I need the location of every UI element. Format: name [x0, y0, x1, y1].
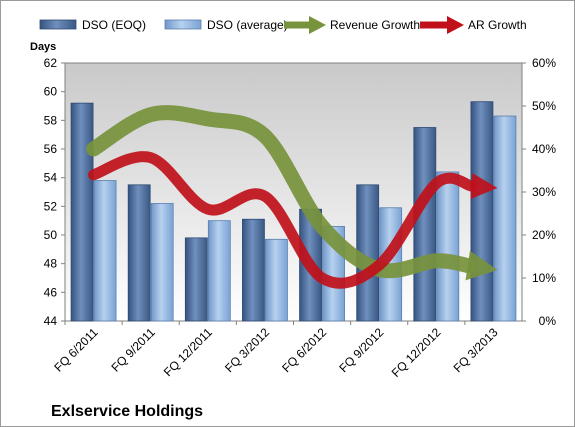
left-tick-label: 62: [44, 56, 58, 70]
bar-dso-average: [93, 180, 117, 322]
x-tick-label: FQ 12/2012: [389, 325, 444, 380]
bar-dso-eoq: [413, 127, 437, 322]
bar-dso-eoq: [127, 184, 151, 322]
line-ar-growth: [88, 151, 477, 289]
bar-dso-average: [265, 238, 288, 322]
left-tick-label: 60: [44, 85, 58, 99]
x-tick-label: FQ 6/2012: [279, 325, 329, 375]
bar-dso-eoq: [70, 102, 94, 322]
arrowhead-ar-growth: [470, 173, 498, 200]
bar-dso-average: [436, 171, 460, 322]
x-tick-label: FQ 3/2013: [451, 325, 501, 375]
company-title: Exlservice Holdings: [51, 403, 203, 420]
legend-item-ar-growth: AR Growth: [420, 16, 527, 34]
right-tick-label: 50%: [532, 99, 556, 113]
left-tick-label: 50: [44, 228, 58, 242]
right-tick-label: 30%: [532, 185, 556, 199]
left-tick-label: 54: [44, 171, 58, 185]
bar-dso-average: [207, 220, 231, 322]
bars: [70, 101, 517, 322]
bar-dso-eoq: [242, 218, 265, 322]
x-tick-label: FQ 9/2012: [336, 325, 386, 375]
bar-dso-average: [150, 203, 174, 322]
growth-lines: [86, 105, 498, 289]
legend-label-revenue-growth: Revenue Growth: [330, 18, 420, 32]
right-tick-label: 60%: [532, 56, 556, 70]
x-tick-label: FQ 12/2011: [161, 325, 215, 379]
legend-item-dso-average: DSO (average): [164, 18, 288, 32]
left-tick-label: 56: [44, 142, 58, 156]
bar-dso-eoq: [184, 237, 208, 322]
legend-arrow-head-revenue-growth: [309, 16, 326, 34]
left-tick-label: 52: [44, 199, 58, 213]
legend-label-ar-growth: AR Growth: [468, 18, 527, 32]
legend-item-revenue-growth: Revenue Growth: [284, 16, 420, 34]
arrowhead-revenue-growth: [465, 250, 498, 281]
legend-swatch-dso-eoq: [39, 19, 77, 30]
legend: DSO (EOQ) DSO (average) Revenue Growth A…: [39, 16, 527, 34]
legend-label-dso-eoq: DSO (EOQ): [82, 18, 146, 32]
legend-label-dso-average: DSO (average): [207, 18, 288, 32]
left-tick-label: 58: [44, 113, 58, 127]
bar-dso-average: [493, 115, 517, 322]
line-revenue-growth: [86, 105, 476, 279]
right-tick-label: 20%: [532, 228, 556, 242]
x-tick-label: FQ 3/2012: [222, 325, 272, 375]
right-tick-label: 40%: [532, 142, 556, 156]
right-axis-ticks: 0% 10% 20% 30% 40% 50% 60%: [522, 56, 556, 328]
right-tick-label: 0%: [539, 314, 557, 328]
x-axis-ticks: FQ 6/2011 FQ 9/2011 FQ 12/2011 FQ 3/2012 FQ …: [51, 321, 501, 380]
legend-arrow-head-ar-growth: [447, 16, 464, 34]
x-tick-label: FQ 9/2011: [108, 325, 158, 375]
y-axis-title: Days: [30, 41, 56, 53]
left-tick-label: 48: [44, 257, 58, 271]
left-tick-label: 44: [44, 314, 58, 328]
legend-swatch-dso-average: [164, 19, 202, 30]
bar-dso-eoq: [470, 101, 494, 322]
right-tick-label: 10%: [532, 271, 556, 285]
x-tick-label: FQ 6/2011: [51, 325, 101, 375]
legend-item-dso-eoq: DSO (EOQ): [39, 18, 146, 32]
left-tick-label: 46: [44, 285, 58, 299]
left-axis-ticks: 44 46 48 50 52 54 56 58 60 62: [44, 56, 65, 328]
